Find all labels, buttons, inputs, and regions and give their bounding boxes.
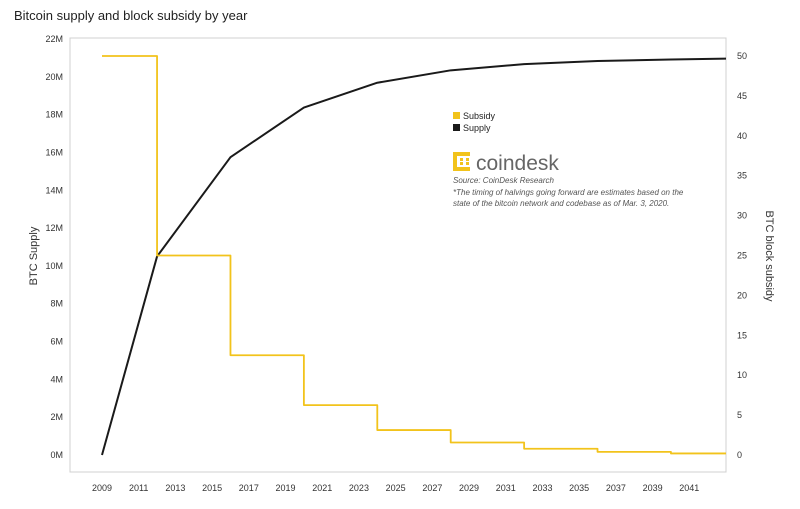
y-left-tick-label: 0M	[50, 450, 63, 460]
x-axis-ticks: 2009 2011 2013 2015 2017 2019 2021 2023 2025 2027…	[92, 483, 699, 493]
x-tick-label: 2025	[386, 483, 406, 493]
x-tick-label: 2021	[312, 483, 332, 493]
y-left-tick-label: 12M	[45, 223, 63, 233]
x-tick-label: 2037	[606, 483, 626, 493]
x-tick-label: 2027	[422, 483, 442, 493]
coindesk-logo-text: coindesk	[476, 152, 559, 175]
x-tick-label: 2035	[569, 483, 589, 493]
legend-swatch-subsidy	[453, 112, 460, 119]
y-left-tick-label: 6M	[50, 337, 63, 347]
y-left-tick-label: 2M	[50, 412, 63, 422]
coindesk-logo: coindesk	[453, 152, 559, 175]
legend-label-supply: Supply	[463, 123, 491, 133]
y-right-tick-label: 50	[737, 51, 747, 61]
y-left-tick-label: 22M	[45, 34, 63, 44]
y-right-tick-label: 30	[737, 211, 747, 221]
legend: Subsidy Supply	[453, 111, 496, 133]
x-tick-label: 2019	[276, 483, 296, 493]
chart-title: Bitcoin supply and block subsidy by year	[14, 8, 248, 23]
x-tick-label: 2009	[92, 483, 112, 493]
legend-swatch-supply	[453, 124, 460, 131]
y-right-tick-label: 25	[737, 251, 747, 261]
y-left-tick-label: 10M	[45, 261, 63, 271]
x-tick-label: 2029	[459, 483, 479, 493]
y-left-axis-ticks: 0M 2M 4M 6M 8M 10M 12M 14M 16M 18M 20M 22M	[45, 34, 63, 460]
series-layer	[101, 55, 727, 456]
y-left-tick-label: 8M	[50, 299, 63, 309]
y-left-tick-label: 16M	[45, 147, 63, 157]
y-left-tick-label: 20M	[45, 72, 63, 82]
note-line-1: *The timing of halvings going forward ar…	[453, 188, 684, 197]
series-line-subsidy	[102, 55, 726, 455]
y-left-tick-label: 18M	[45, 110, 63, 120]
y-right-axis-ticks: 0 5 10 15 20 25 30 35 40 45 50	[737, 51, 747, 460]
plot-frame	[69, 37, 727, 473]
series-line-supply	[101, 57, 727, 456]
x-tick-label: 2039	[643, 483, 663, 493]
x-tick-label: 2013	[165, 483, 185, 493]
x-tick-label: 2031	[496, 483, 516, 493]
y-left-tick-label: 14M	[45, 185, 63, 195]
x-tick-label: 2033	[532, 483, 552, 493]
x-tick-label: 2023	[349, 483, 369, 493]
x-tick-label: 2011	[129, 483, 148, 493]
legend-label-subsidy: Subsidy	[463, 111, 496, 121]
y-right-tick-label: 45	[737, 91, 747, 101]
y-right-tick-label: 0	[737, 450, 742, 460]
y-right-tick-label: 35	[737, 171, 747, 181]
y-right-tick-label: 10	[737, 370, 747, 380]
y-right-label: BTC block subsidy	[763, 210, 775, 302]
y-right-tick-label: 15	[737, 330, 747, 340]
y-right-tick-label: 20	[737, 290, 747, 300]
y-left-label: BTC Supply	[28, 226, 40, 285]
x-tick-label: 2015	[202, 483, 222, 493]
note-line-2: state of the bitcoin network and codebas…	[453, 199, 669, 208]
y-right-tick-label: 40	[737, 131, 747, 141]
y-right-tick-label: 5	[737, 410, 742, 420]
coindesk-logo-icon	[453, 152, 470, 171]
x-tick-label: 2041	[679, 483, 699, 493]
x-tick-label: 2017	[239, 483, 259, 493]
y-left-tick-label: 4M	[50, 374, 63, 384]
source-text: Source: CoinDesk Research	[453, 176, 554, 185]
